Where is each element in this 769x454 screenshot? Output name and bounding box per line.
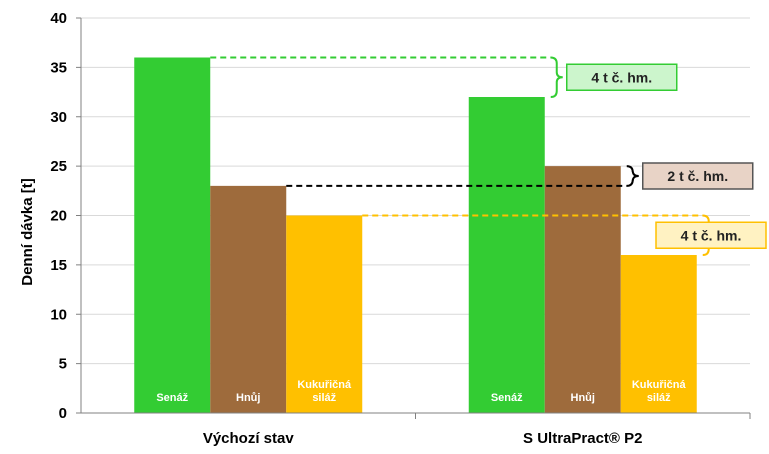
difference-bracket (551, 58, 563, 98)
x-category-label: Výchozí stav (203, 430, 295, 447)
bar (469, 97, 545, 413)
bar-label: siláž (312, 392, 336, 404)
bar-label: Hnůj (236, 392, 260, 404)
y-tick-label: 10 (50, 306, 67, 323)
bar-label: Senáž (491, 392, 523, 404)
difference-bracket (627, 166, 639, 186)
y-tick-label: 30 (50, 109, 67, 126)
bar-label: Kukuřičná (297, 379, 352, 391)
y-axis-label: Denní dávka [t] (19, 178, 36, 286)
y-tick-label: 0 (59, 405, 67, 422)
y-tick-label: 5 (59, 356, 67, 373)
y-tick-label: 25 (50, 158, 67, 175)
bar (134, 58, 210, 414)
y-tick-label: 15 (50, 257, 67, 274)
y-tick-label: 35 (50, 59, 67, 76)
difference-label: 4 t č. hm. (681, 227, 742, 243)
bar (545, 166, 621, 413)
y-tick-label: 20 (50, 208, 67, 225)
x-category-label: S UltraPract® P2 (523, 430, 642, 447)
bar-label: Hnůj (571, 392, 595, 404)
bar (210, 186, 286, 413)
difference-label: 4 t č. hm. (591, 69, 652, 85)
y-tick-label: 40 (50, 10, 67, 27)
bar-label: siláž (647, 392, 671, 404)
bar-label: Kukuřičná (632, 379, 687, 391)
bar-label: Senáž (156, 392, 188, 404)
difference-label: 2 t č. hm. (667, 168, 728, 184)
